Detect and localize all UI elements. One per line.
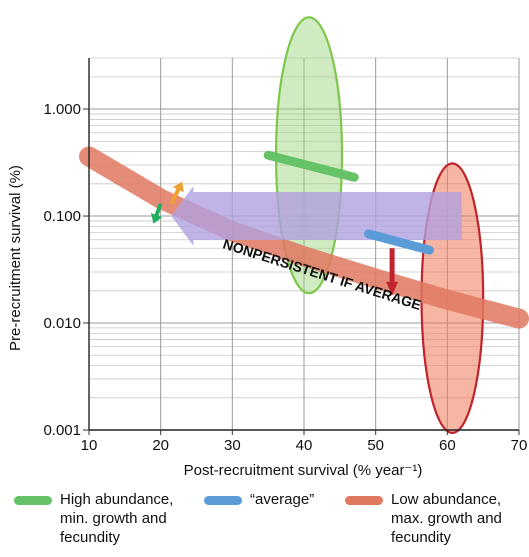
y-tick-label: 0.001 — [43, 422, 81, 439]
legend-label: High abundance, min. growth and fecundit… — [60, 491, 174, 546]
y-axis-label: Pre-recruitment survival (%) — [7, 165, 24, 351]
arrows — [150, 181, 462, 296]
legend-swatch — [14, 496, 52, 505]
legend-swatch — [204, 496, 242, 505]
legend-swatch — [345, 496, 383, 505]
x-tick-label: 60 — [439, 437, 456, 454]
y-tick-label: 0.100 — [43, 208, 81, 225]
x-tick-label: 20 — [152, 437, 169, 454]
y-tick-label: 1.000 — [43, 101, 81, 118]
x-tick-label: 70 — [511, 437, 528, 454]
arrow-1 — [386, 248, 399, 296]
series-line-2 — [79, 146, 529, 329]
x-tick-label: 30 — [224, 437, 241, 454]
chart: NONPERSISTENT IF AVERAGE 0.0010.0100.100… — [7, 16, 529, 479]
legend-item-high-abundance: High abundance, min. growth and fecundit… — [14, 490, 173, 547]
arrow-3 — [150, 203, 163, 224]
x-tick-label: 40 — [296, 437, 313, 454]
x-axis-label: Post-recruitment survival (% year⁻¹) — [184, 462, 423, 479]
ticks: 0.001 0.010 0.100 1.000 10 20 30 40 50 60 70 — [43, 101, 527, 454]
legend-label: “average” — [250, 491, 315, 508]
series-line-1 — [364, 229, 434, 255]
arrow-2 — [169, 181, 184, 205]
legend-label: Low abundance, max. growth and fecundity — [391, 491, 502, 546]
y-tick-label: 0.010 — [43, 315, 81, 332]
series-line-0 — [263, 150, 359, 182]
arrow-0 — [171, 186, 462, 246]
x-tick-label: 10 — [81, 437, 98, 454]
legend-item-average: “average” — [204, 490, 314, 509]
series — [263, 150, 434, 255]
x-tick-label: 50 — [367, 437, 384, 454]
legend: High abundance, min. growth and fecundit… — [0, 486, 529, 557]
legend-item-low-abundance: Low abundance, max. growth and fecundity — [345, 490, 502, 547]
